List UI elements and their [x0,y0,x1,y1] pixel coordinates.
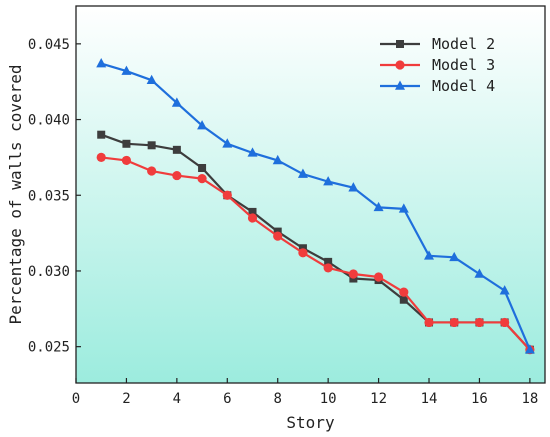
circle-marker [298,248,308,258]
triangle-marker [449,251,460,262]
triangle-marker [323,176,334,186]
legend-label: Model 2 [432,35,495,53]
triangle-marker [272,154,283,165]
legend-item-model-4: Model 4 [380,77,495,95]
x-tick-label: 16 [471,391,488,407]
circle-marker [424,317,434,328]
y-tick-label: 0.030 [28,264,70,280]
triangle-marker [474,268,485,278]
triangle-marker [524,344,535,354]
circle-marker [474,317,485,328]
triangle-marker [96,58,107,68]
series-model-3 [96,152,535,355]
y-tick-label: 0.035 [28,188,70,204]
x-tick-label: 14 [421,391,438,407]
legend: Model 2 Model 3 Model 4 [380,35,495,95]
x-tick-label: 6 [223,391,231,407]
x-tick-label: 10 [320,391,337,407]
triangle-marker [424,250,435,260]
square-marker [399,295,408,304]
triangle-marker [398,203,409,213]
circle-marker [247,213,258,223]
plot-background [76,6,545,383]
triangle-marker [499,285,510,295]
triangle-marker [222,138,233,148]
x-tick-label: 18 [521,391,538,407]
square-marker [248,207,257,216]
triangle-marker [197,120,208,130]
y-tick-label: 0.040 [28,113,70,129]
circle-marker [96,152,106,163]
axes: 0 2 4 6 8 10 12 14 16 18 0.025 0.030 0.035 0.040 0.045 [28,5,546,407]
triangle-marker [247,147,258,157]
circle-marker [197,174,207,184]
plot-frame [75,5,546,384]
legend-label: Model 3 [432,56,495,74]
square-marker [324,257,333,266]
square-marker [147,141,156,150]
square-marker [122,139,131,148]
triangle-marker [395,80,405,90]
triangle-marker [121,65,132,75]
triangle-marker [373,201,384,212]
square-marker [198,164,207,173]
circle-marker [222,190,232,200]
circle-marker [121,155,132,166]
circle-marker [273,231,283,241]
y-tick-label: 0.045 [28,37,70,53]
circle-marker [147,166,157,176]
legend-label: Model 4 [432,77,495,95]
y-tick-label: 0.025 [28,340,70,356]
circle-marker [449,317,459,328]
square-marker [172,145,181,154]
circle-marker [395,60,405,70]
triangle-marker [171,97,182,107]
x-tick-label: 8 [274,391,282,407]
triangle-marker [146,74,157,84]
circle-marker [172,170,182,181]
triangle-marker [297,168,308,178]
circle-marker [399,287,409,297]
legend-item-model-2: Model 2 [380,35,495,53]
x-axis-title: Story [286,413,335,432]
circle-marker [373,272,384,282]
circle-marker [323,263,333,273]
circle-marker [348,269,358,279]
circle-marker [500,317,510,328]
y-axis-title: Percentage of walls covered [6,64,25,324]
x-tick-label: 0 [72,391,80,407]
square-marker [97,130,106,139]
series-layer [96,58,535,355]
square-marker [396,40,404,48]
x-tick-label: 4 [173,391,181,407]
legend-item-model-3: Model 3 [380,56,495,74]
x-tick-label: 2 [122,391,130,407]
triangle-marker [348,182,359,192]
x-tick-label: 12 [370,391,387,407]
series-model-4 [96,58,535,354]
